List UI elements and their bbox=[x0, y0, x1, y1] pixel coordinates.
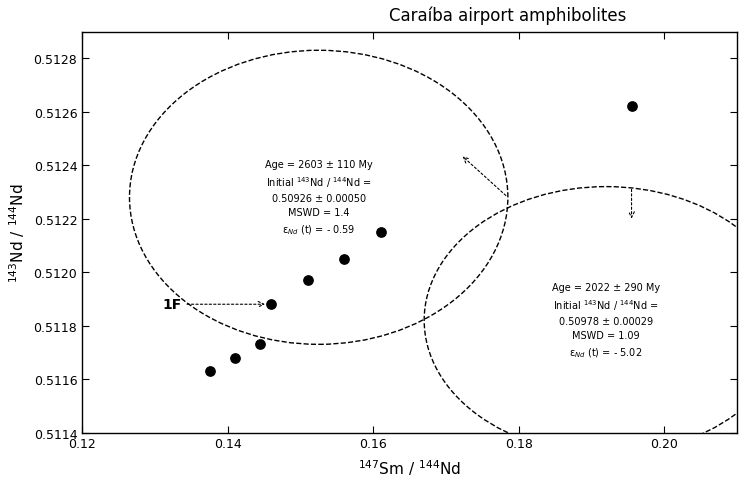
Point bbox=[229, 354, 241, 362]
Point bbox=[374, 229, 386, 237]
Point bbox=[254, 341, 266, 348]
Y-axis label: $^{143}$Nd / $^{144}$Nd: $^{143}$Nd / $^{144}$Nd bbox=[7, 183, 27, 282]
Point bbox=[626, 103, 638, 111]
Title: Caraíba airport amphibolites: Caraíba airport amphibolites bbox=[389, 7, 626, 25]
Text: Age = 2022 ± 290 My
Initial $^{143}$Nd / $^{144}$Nd =
0.50978 ± 0.00029
MSWD = 1: Age = 2022 ± 290 My Initial $^{143}$Nd /… bbox=[552, 282, 660, 359]
Text: 1F: 1F bbox=[162, 298, 263, 312]
X-axis label: $^{147}$Sm / $^{144}$Nd: $^{147}$Sm / $^{144}$Nd bbox=[358, 457, 461, 477]
Text: Age = 2603 ± 110 My
Initial $^{143}$Nd / $^{144}$Nd =
0.50926 ± 0.00050
MSWD = 1: Age = 2603 ± 110 My Initial $^{143}$Nd /… bbox=[265, 159, 373, 236]
Point bbox=[266, 301, 278, 308]
Point bbox=[339, 256, 350, 263]
Point bbox=[204, 367, 216, 375]
Point bbox=[302, 277, 314, 285]
